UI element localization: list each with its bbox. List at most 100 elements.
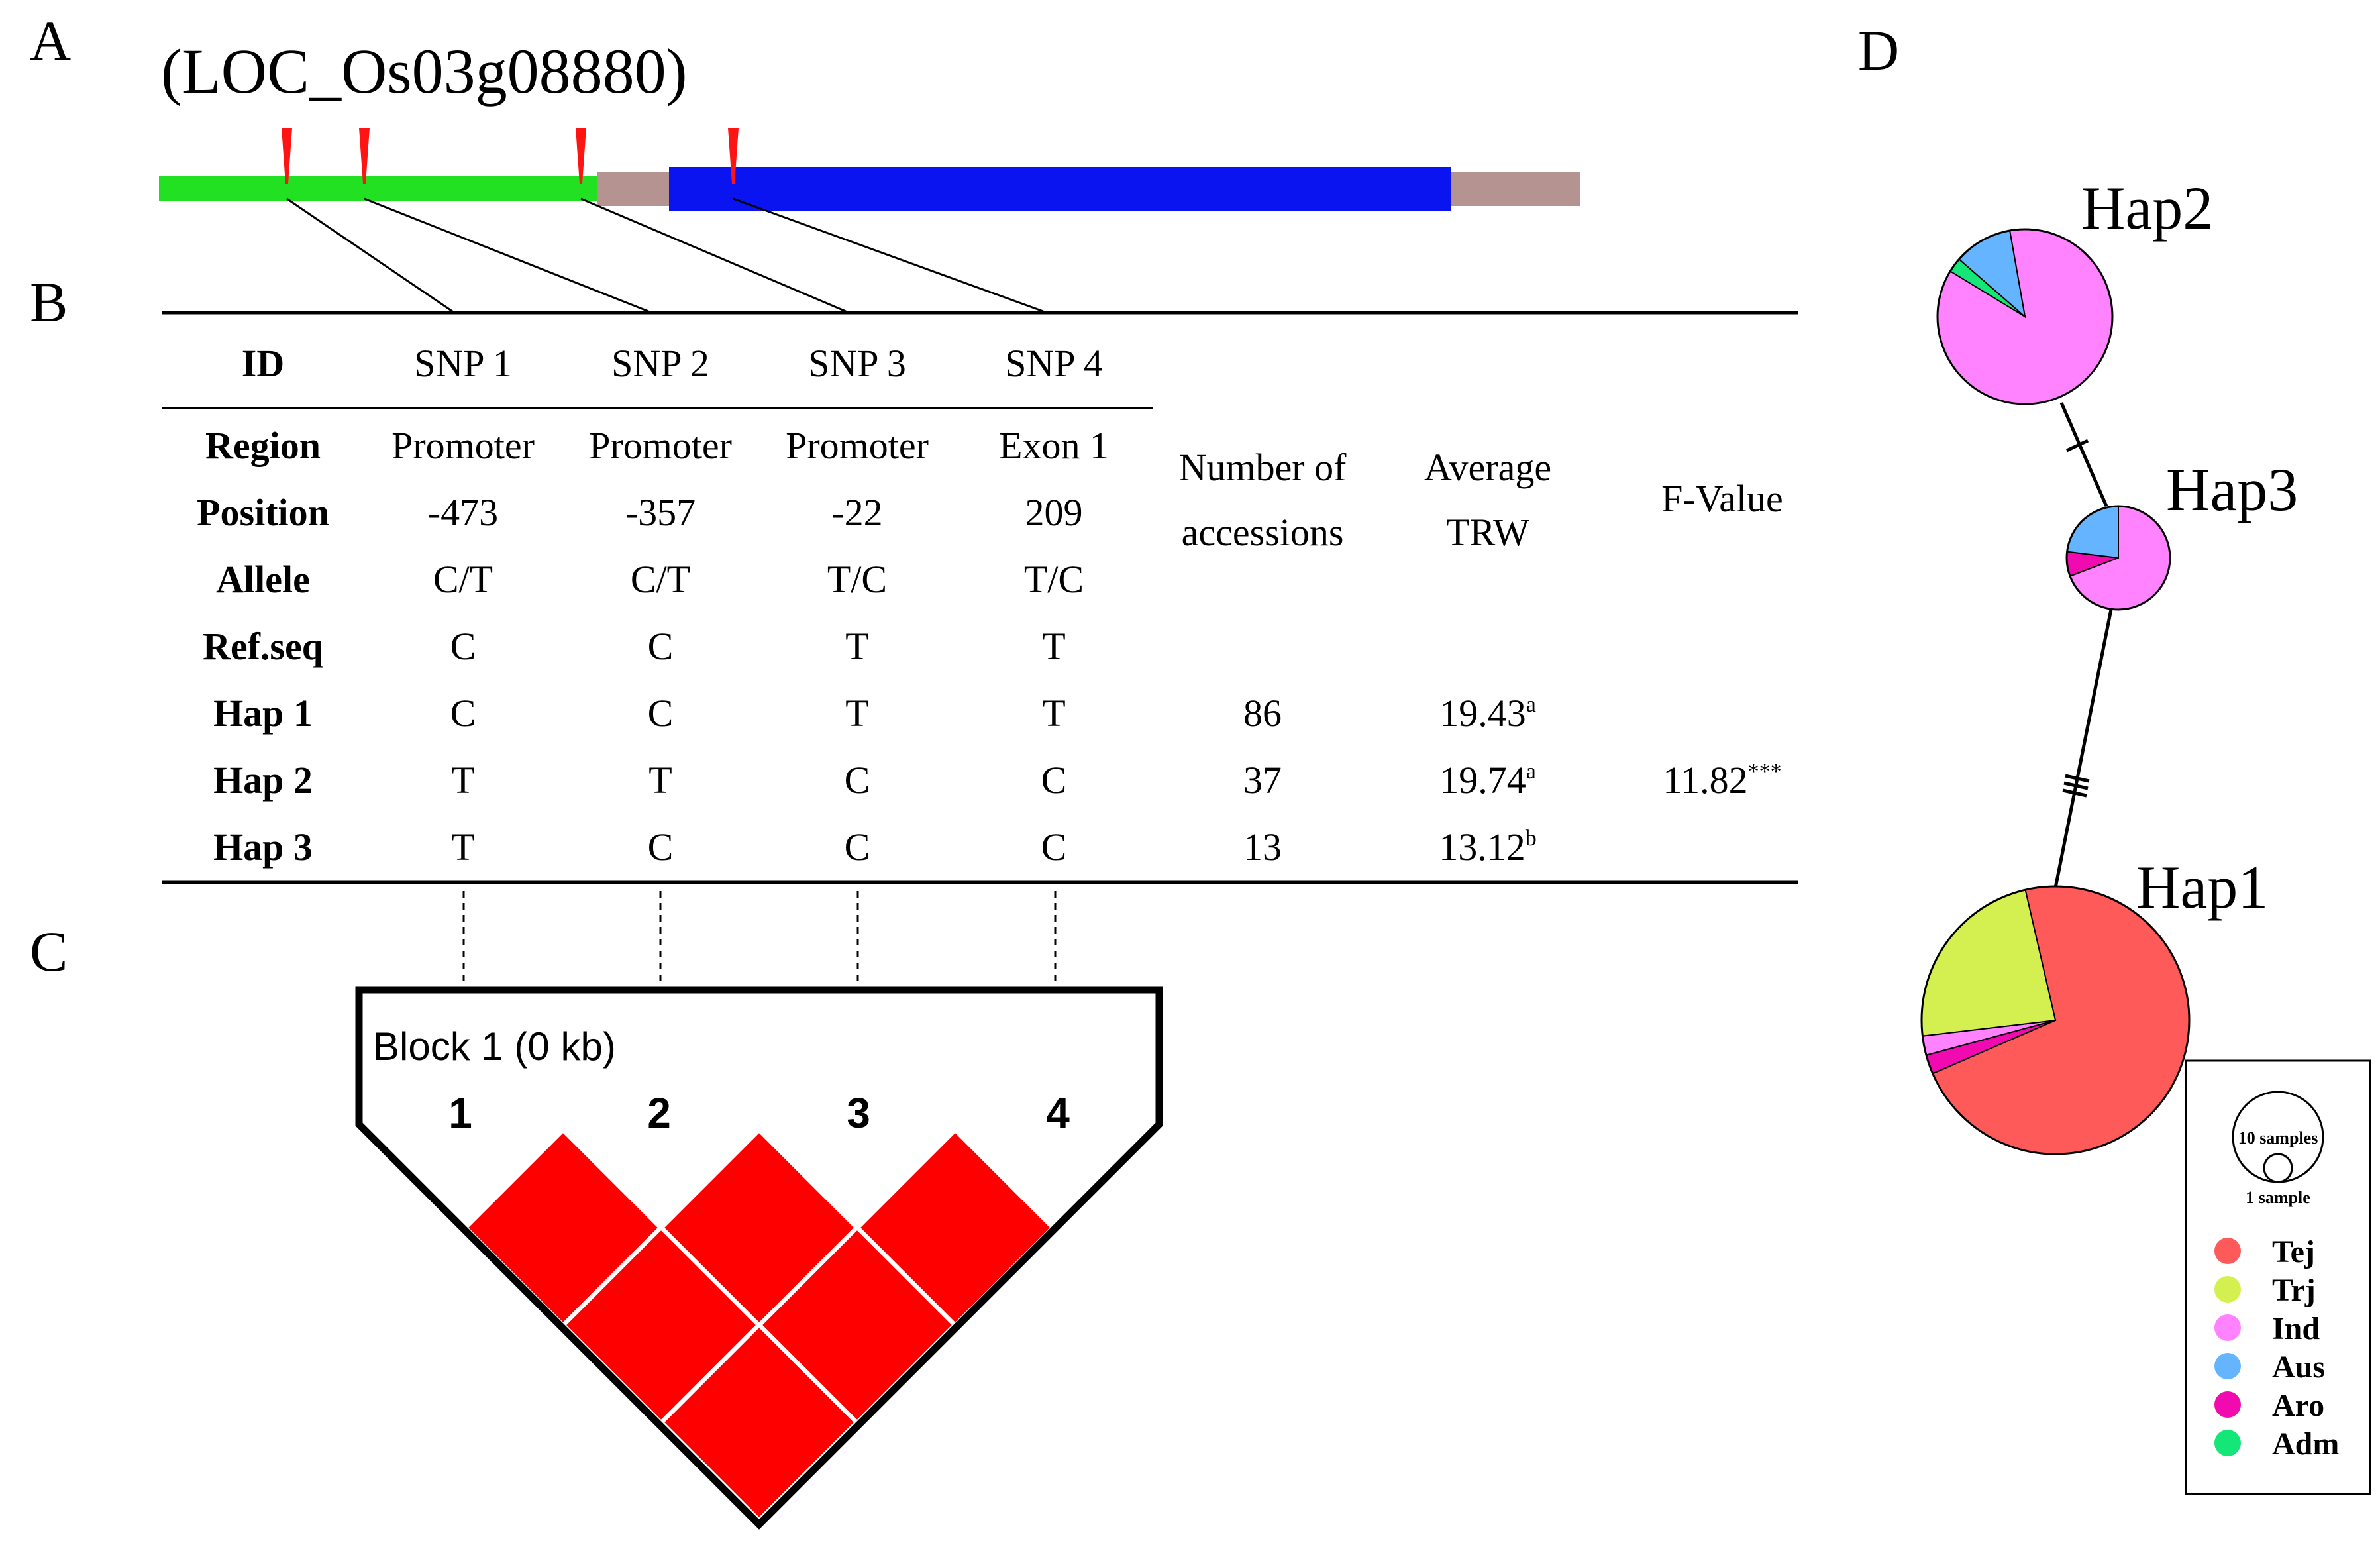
f-value: 11.82 xyxy=(1663,759,1747,802)
pie-outline-hap1 xyxy=(1920,885,2191,1155)
legend-label-aro: Aro xyxy=(2272,1388,2324,1423)
cell-refseq-1: C xyxy=(450,625,476,668)
row-label-region: Region xyxy=(205,424,321,467)
panel-d: D Hap2 Hap3 Hap1 10 samples 1 sample xyxy=(1858,19,2371,1495)
col-accessions-line2: accessions xyxy=(1182,511,1344,554)
ld-block-outline xyxy=(355,986,1163,1530)
pie-hap1 xyxy=(1920,885,2191,1155)
mutation-ticks xyxy=(2062,439,2090,798)
hap2-trw-value: 19.74 xyxy=(1439,759,1526,802)
cell-f-value: 11.82*** xyxy=(1663,759,1781,802)
cell-position-1: -473 xyxy=(428,491,498,534)
ld-marker-3: 3 xyxy=(847,1089,870,1137)
row-label-hap3: Hap 3 xyxy=(213,826,313,869)
cell-position-4: 209 xyxy=(1025,491,1083,534)
f-value-sup: *** xyxy=(1748,759,1782,784)
size-legend-small-circle xyxy=(2263,1153,2293,1183)
pie-hap3 xyxy=(2065,505,2171,611)
snp-connector-3 xyxy=(580,197,847,313)
pie-outline-hap2 xyxy=(1936,228,2114,405)
hap3-trw-value: 13.12 xyxy=(1439,826,1526,869)
cell-position-2: -357 xyxy=(625,491,696,534)
panel-label-c: C xyxy=(30,920,68,983)
tick-hap2-hap3 xyxy=(2065,439,2089,453)
ld-marker-1: 1 xyxy=(448,1089,472,1137)
snp-marker-4 xyxy=(728,128,739,184)
row-label-hap2: Hap 2 xyxy=(213,759,313,802)
cell-region-1: Promoter xyxy=(391,424,535,467)
table-hap-rows: Hap 1 C C T T 86 19.43a Hap 2 T T C C 37… xyxy=(213,692,1537,869)
cell-allele-2: C/T xyxy=(631,558,690,601)
legend-label-trj: Trj xyxy=(2272,1273,2316,1308)
cell-hap2-3: C xyxy=(845,759,870,802)
hap-labels: Hap2 Hap3 Hap1 xyxy=(2081,174,2298,921)
size-legend-small-label: 1 sample xyxy=(2246,1188,2310,1207)
panel-c: C Block 1 (0 kb) 1 2 3 4 xyxy=(30,891,1163,1530)
cell-hap3-2: C xyxy=(648,826,674,869)
size-legend-large-label: 10 samples xyxy=(2238,1128,2318,1147)
snp-marker-3 xyxy=(576,128,586,184)
cell-hap2-2: T xyxy=(648,759,672,802)
ld-block-title: Block 1 (0 kb) xyxy=(373,1024,616,1069)
pie-hap2 xyxy=(1936,228,2114,405)
panel-b: B ID SNP 1 SNP 2 SNP 3 SNP 4 Region Prom… xyxy=(30,270,1798,884)
cell-hap1-trw: 19.43a xyxy=(1439,692,1536,735)
snp-connector-lines xyxy=(286,197,1044,313)
legend-label-aus: Aus xyxy=(2272,1350,2325,1385)
panel-label-b: B xyxy=(30,270,68,334)
legend-swatch-tej xyxy=(2214,1238,2241,1264)
cell-allele-1: C/T xyxy=(433,558,493,601)
col-trw-line1: Average xyxy=(1424,446,1551,489)
promoter-segment xyxy=(159,176,597,201)
cell-hap3-accessions: 13 xyxy=(1243,826,1282,869)
panel-label-d: D xyxy=(1858,19,1899,82)
table-summary-columns: Number of accessions Average TRW F-Value… xyxy=(1179,446,1783,802)
cell-refseq-3: T xyxy=(845,625,868,668)
hap3-trw-sup: b xyxy=(1526,826,1537,851)
utr5-segment xyxy=(597,172,669,206)
cell-hap1-2: C xyxy=(648,692,674,735)
tick-hap3-hap1-3 xyxy=(2062,788,2087,798)
snp-connector-4 xyxy=(733,197,1044,313)
snp-connector-1 xyxy=(286,197,453,313)
cell-hap3-trw: 13.12b xyxy=(1439,826,1537,869)
cell-hap3-3: C xyxy=(845,826,870,869)
utr3-segment xyxy=(1451,172,1580,206)
cell-hap1-accessions: 86 xyxy=(1243,692,1282,735)
hap1-trw-sup: a xyxy=(1526,692,1536,717)
ld-dashed-guides xyxy=(462,891,1057,986)
gene-id: (LOC_Os03g08880) xyxy=(161,36,688,107)
cell-hap2-trw: 19.74a xyxy=(1439,759,1536,802)
panel-a: A (LOC_Os03g08880) xyxy=(30,9,1580,313)
col-trw-line2: TRW xyxy=(1446,511,1529,554)
snp-marker-1 xyxy=(282,128,292,184)
hap2-trw-sup: a xyxy=(1526,759,1536,784)
row-label-refseq: Ref.seq xyxy=(203,625,323,668)
group-legend: Tej Trj Ind Aus Aro Adm xyxy=(2214,1234,2339,1462)
cell-hap1-1: C xyxy=(450,692,476,735)
row-label-hap1: Hap 1 xyxy=(213,692,313,735)
tick-hap3-hap1-2 xyxy=(2063,781,2089,790)
cell-hap2-4: C xyxy=(1041,759,1067,802)
header-snp-3: SNP 3 xyxy=(808,342,906,385)
col-accessions-line1: Number of xyxy=(1179,446,1347,489)
pie-outline-hap3 xyxy=(2065,505,2171,611)
legend-swatch-adm xyxy=(2214,1430,2241,1456)
edge-hap3-hap1 xyxy=(2053,609,2113,888)
network-edges xyxy=(2053,402,2113,888)
legend-label-adm: Adm xyxy=(2272,1426,2339,1462)
hap1-label: Hap1 xyxy=(2136,853,2268,921)
cell-position-3: -22 xyxy=(831,491,882,534)
header-snp-1: SNP 1 xyxy=(414,342,512,385)
ld-marker-4: 4 xyxy=(1046,1089,1070,1137)
legend-swatch-aus xyxy=(2214,1353,2241,1379)
header-id: ID xyxy=(242,342,284,385)
table-info-rows: Region Promoter Promoter Promoter Exon 1… xyxy=(197,424,1109,668)
ld-marker-labels: 1 2 3 4 xyxy=(448,1089,1070,1137)
col-f-value: F-Value xyxy=(1661,477,1783,520)
cell-hap1-4: T xyxy=(1042,692,1065,735)
header-snp-4: SNP 4 xyxy=(1005,342,1103,385)
header-snp-2: SNP 2 xyxy=(611,342,709,385)
panel-label-a: A xyxy=(30,9,71,72)
